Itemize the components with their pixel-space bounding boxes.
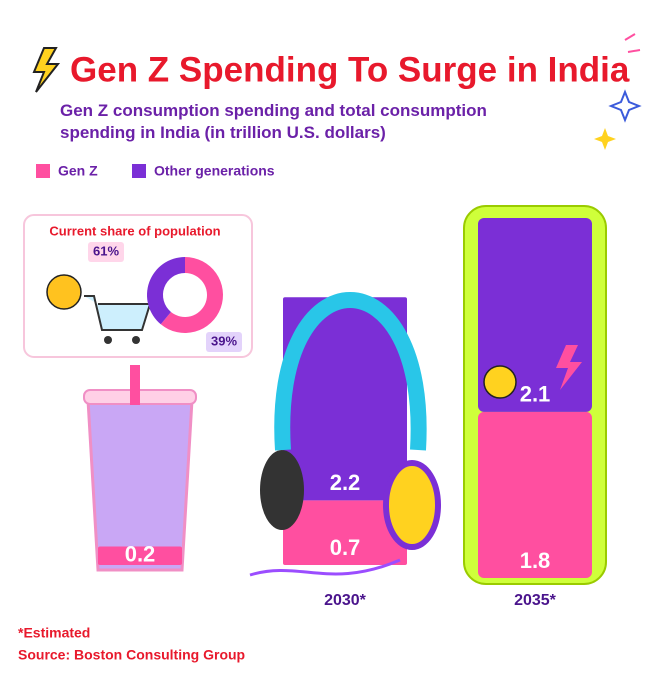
chart-subtitle: Gen Z consumption spending and total con… [60, 101, 487, 142]
cart-icon [84, 295, 152, 331]
lightning-icon [32, 47, 61, 93]
bars: 0.2 0.7 2.2 2030* 1.8 2.1 2035* [98, 218, 592, 609]
bolt-sticker [556, 345, 582, 390]
value-label: 0.7 [330, 535, 361, 560]
chart-title: Gen Z Spending To Surge in India [70, 50, 630, 89]
object-decor [249, 292, 582, 577]
smiley [483, 365, 517, 399]
cart-wheel [132, 336, 140, 344]
cart-wheel [104, 336, 112, 344]
bar-segment [98, 546, 182, 565]
straw [130, 365, 140, 405]
coin-icon [46, 274, 82, 310]
value-label: 61% [93, 243, 119, 258]
label-badge [88, 242, 124, 262]
notes: *Estimated Source: Boston Consulting Grou… [18, 625, 245, 663]
footnote: *Estimated [18, 625, 90, 641]
bar-segment [283, 500, 407, 565]
sparkle [594, 128, 616, 150]
legend-swatch [132, 164, 146, 178]
bar-segment [283, 297, 407, 501]
headband [274, 292, 427, 451]
legend-label: Gen Z [58, 163, 98, 179]
value-label: 2.1 [520, 382, 551, 407]
label-badge [206, 332, 242, 352]
x-tick-label: 2035* [514, 592, 557, 609]
donut-slice [147, 257, 185, 325]
value-label: 2.2 [330, 470, 361, 495]
value-label: 39% [211, 333, 237, 348]
bar-segment [478, 411, 592, 578]
donut: 61% 39% [88, 242, 242, 352]
footnote: Source: Boston Consulting Group [18, 647, 245, 663]
ear-cup [383, 460, 441, 550]
value-label: 1.8 [520, 548, 551, 573]
legend-swatch [36, 164, 50, 178]
subtitle-box: Gen Z consumption spending and total con… [60, 101, 487, 142]
x-tick-label: 2030* [324, 592, 367, 609]
value-label: 0.2 [125, 542, 156, 567]
donut-slice [160, 257, 223, 333]
sparkle [608, 89, 642, 123]
sparkle [624, 33, 641, 53]
legend-label: Other generations [154, 163, 275, 179]
ear-cup [260, 450, 304, 530]
donut-title: Current share of population [49, 223, 220, 238]
cable [249, 558, 401, 577]
legend: Gen Z Other generations [36, 163, 275, 179]
